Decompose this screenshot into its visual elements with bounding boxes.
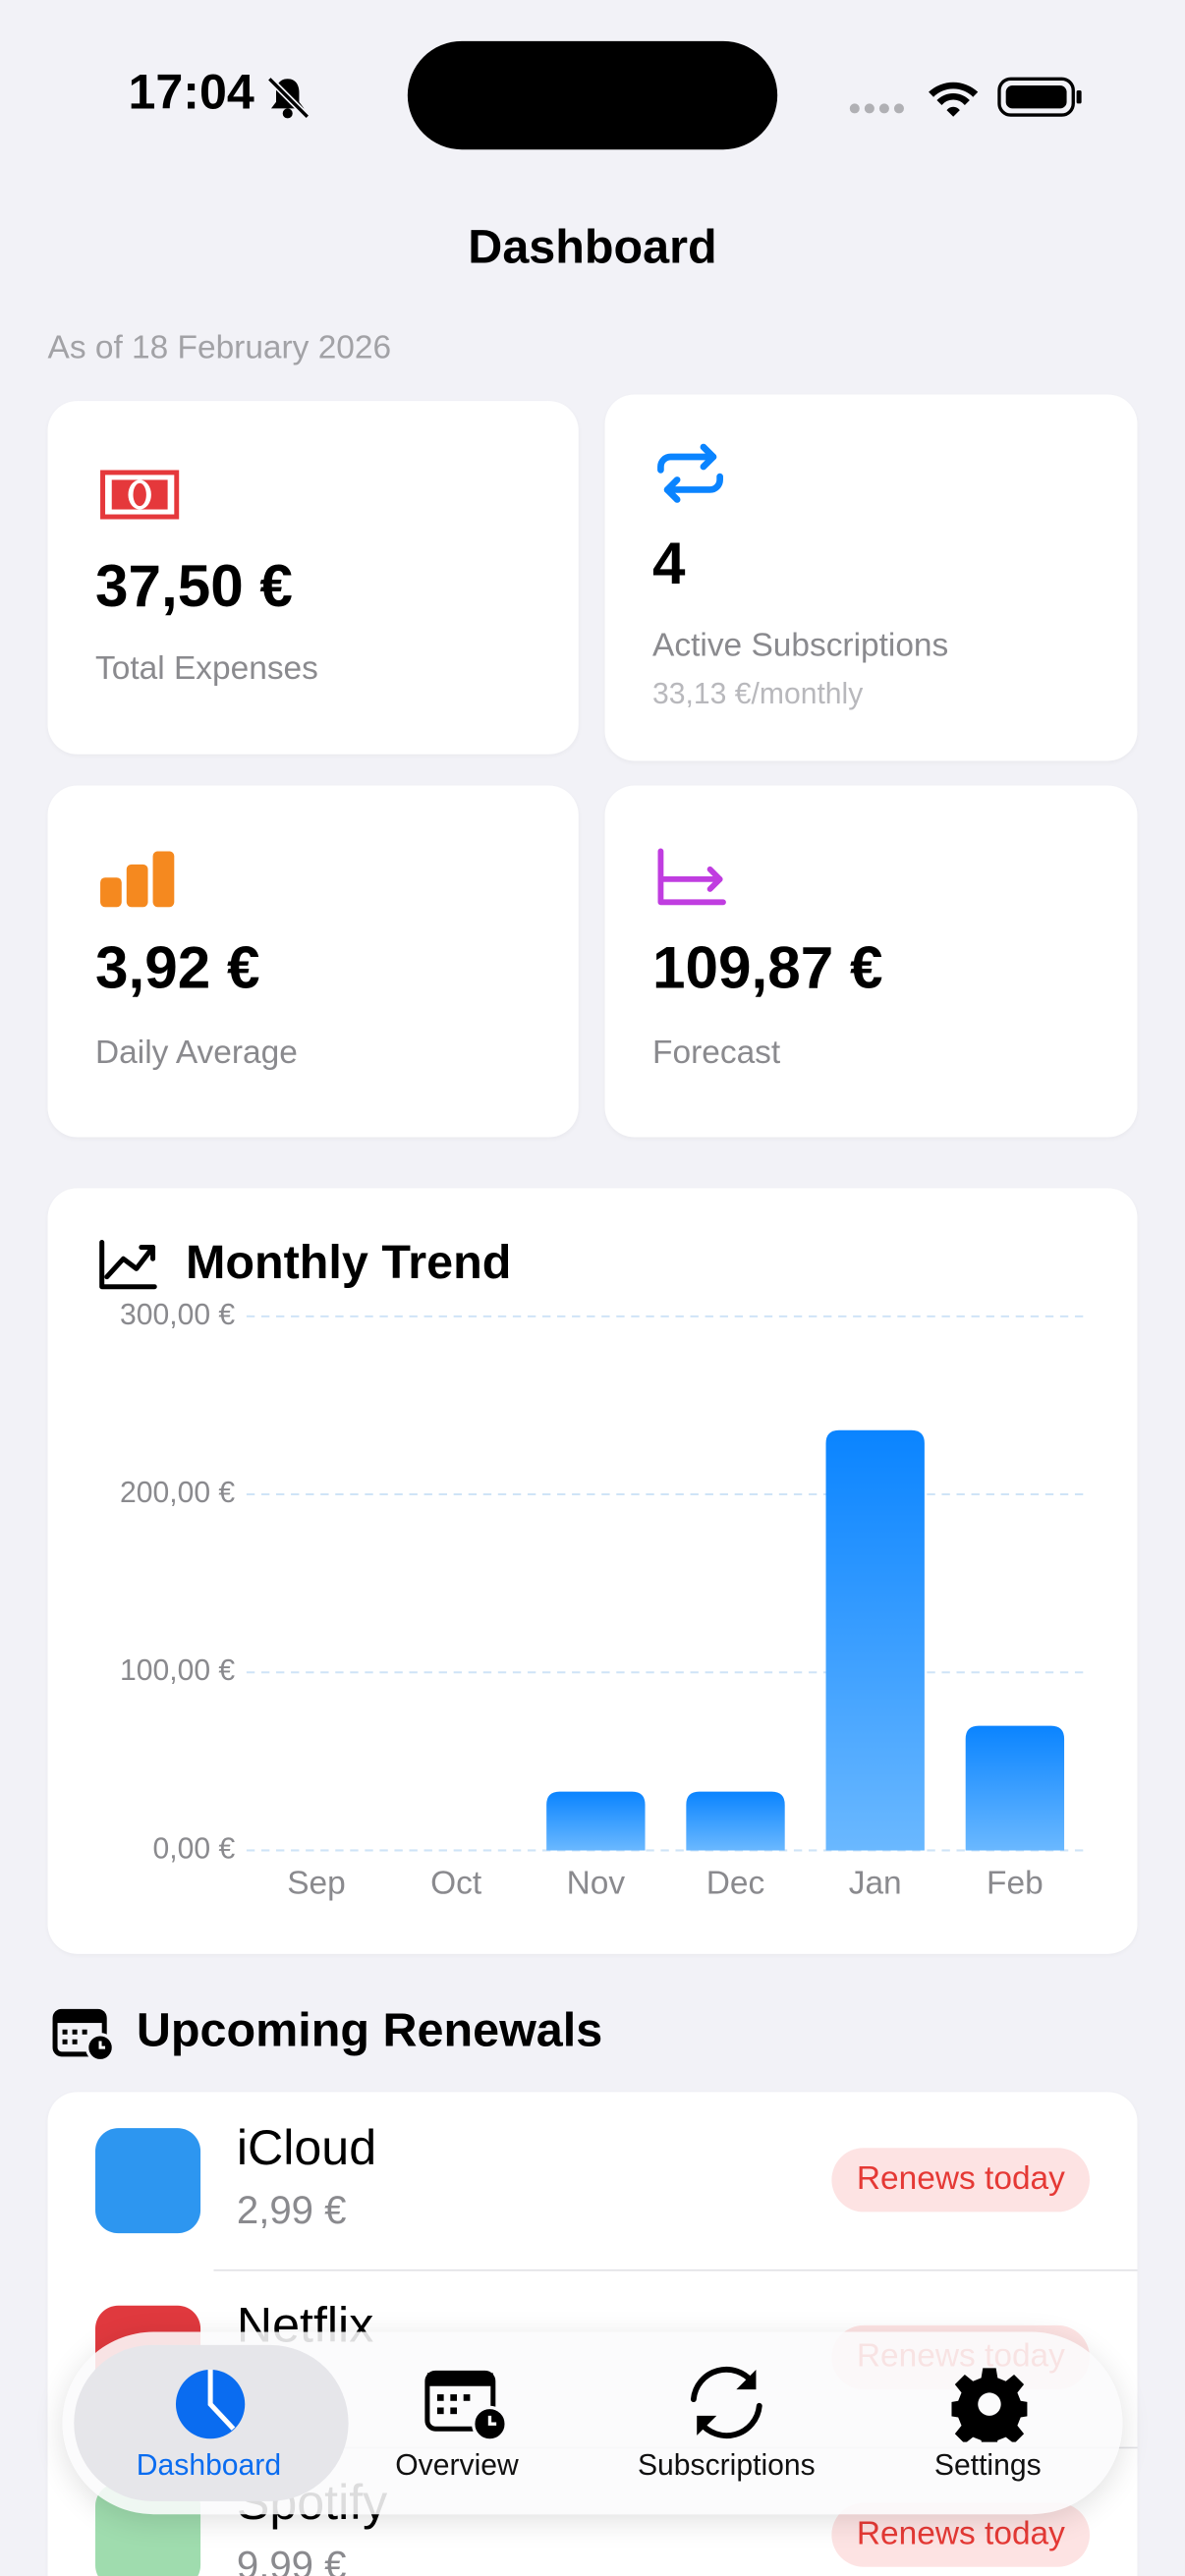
dynamic-island bbox=[407, 40, 778, 150]
y-tick-label: 200,00 € bbox=[120, 1477, 235, 1509]
stat-card[interactable]: 4 Active Subscriptions 33,13 €/monthly bbox=[604, 394, 1138, 761]
stat-value: 109,87 € bbox=[652, 933, 883, 1001]
renewal-price: 2,99 € bbox=[236, 2189, 347, 2234]
stat-note: 33,13 €/monthly bbox=[652, 677, 864, 710]
mute-icon bbox=[266, 76, 310, 120]
cash-icon bbox=[100, 470, 180, 520]
repeat-icon bbox=[657, 443, 723, 503]
stat-card[interactable]: 3,92 € Daily Average bbox=[47, 785, 579, 1138]
stat-card[interactable]: 109,87 € Forecast bbox=[604, 785, 1138, 1138]
x-tick-label: Feb bbox=[987, 1865, 1044, 1901]
status-time: 17:04 bbox=[128, 65, 254, 121]
stat-value: 37,50 € bbox=[95, 552, 293, 620]
renewal-badge: Renews today bbox=[831, 2148, 1090, 2212]
tab-icon bbox=[175, 2370, 246, 2439]
forecast-icon bbox=[657, 848, 726, 906]
tab-icon bbox=[951, 2368, 1028, 2442]
stat-label: Active Subscriptions bbox=[652, 627, 949, 664]
chart: Monthly Trend 0,00 € 100,00 € 200,00 € 300,… bbox=[99, 1236, 1085, 1901]
tab-label[interactable]: Settings bbox=[933, 2448, 1042, 2482]
separator bbox=[213, 2268, 1138, 2271]
tab-icon bbox=[690, 2366, 762, 2438]
bar bbox=[686, 1791, 785, 1851]
stat-label: Total Expenses bbox=[95, 650, 318, 688]
bars-icon bbox=[100, 851, 175, 908]
stat-label: Daily Average bbox=[95, 1035, 298, 1072]
date-label: As of 18 February 2026 bbox=[47, 330, 392, 367]
chart-card: Monthly Trend 0,00 € 100,00 € 200,00 € 300,… bbox=[47, 1188, 1138, 1954]
x-tick-label: Oct bbox=[430, 1865, 482, 1901]
trend-icon bbox=[99, 1240, 157, 1290]
x-tick-label: Sep bbox=[287, 1865, 346, 1901]
tab-label[interactable]: Subscriptions bbox=[637, 2448, 816, 2482]
y-tick-label: 300,00 € bbox=[120, 1299, 235, 1331]
y-tick-label: 100,00 € bbox=[120, 1654, 235, 1687]
y-tick-label: 0,00 € bbox=[153, 1832, 236, 1865]
tab-icon bbox=[424, 2370, 508, 2442]
x-tick-label: Dec bbox=[706, 1865, 764, 1901]
bar bbox=[546, 1791, 646, 1851]
nav-title: Dashboard bbox=[468, 221, 717, 275]
renewal-name: iCloud bbox=[236, 2121, 377, 2176]
tab-label[interactable]: Dashboard bbox=[136, 2448, 282, 2482]
bar bbox=[825, 1429, 925, 1851]
renewal-price: 9,99 € bbox=[236, 2544, 347, 2576]
calendar-icon bbox=[52, 2008, 116, 2063]
renewal-row[interactable]: iCloud 2,99 € Renews today bbox=[48, 2092, 1138, 2269]
stat-value: 4 bbox=[652, 529, 686, 597]
stat-label: Forecast bbox=[652, 1035, 781, 1072]
stat-card[interactable]: 37,50 € Total Expenses bbox=[47, 401, 579, 755]
app-icon bbox=[95, 2128, 201, 2234]
status-icons bbox=[849, 77, 1082, 117]
bar bbox=[965, 1725, 1065, 1851]
chart-title: Monthly Trend bbox=[186, 1236, 511, 1289]
section-title: Upcoming Renewals bbox=[136, 2004, 603, 2058]
tab-label[interactable]: Overview bbox=[395, 2448, 519, 2482]
x-tick-label: Nov bbox=[567, 1865, 626, 1901]
stat-value: 3,92 € bbox=[95, 933, 260, 1001]
x-tick-label: Jan bbox=[849, 1865, 902, 1901]
